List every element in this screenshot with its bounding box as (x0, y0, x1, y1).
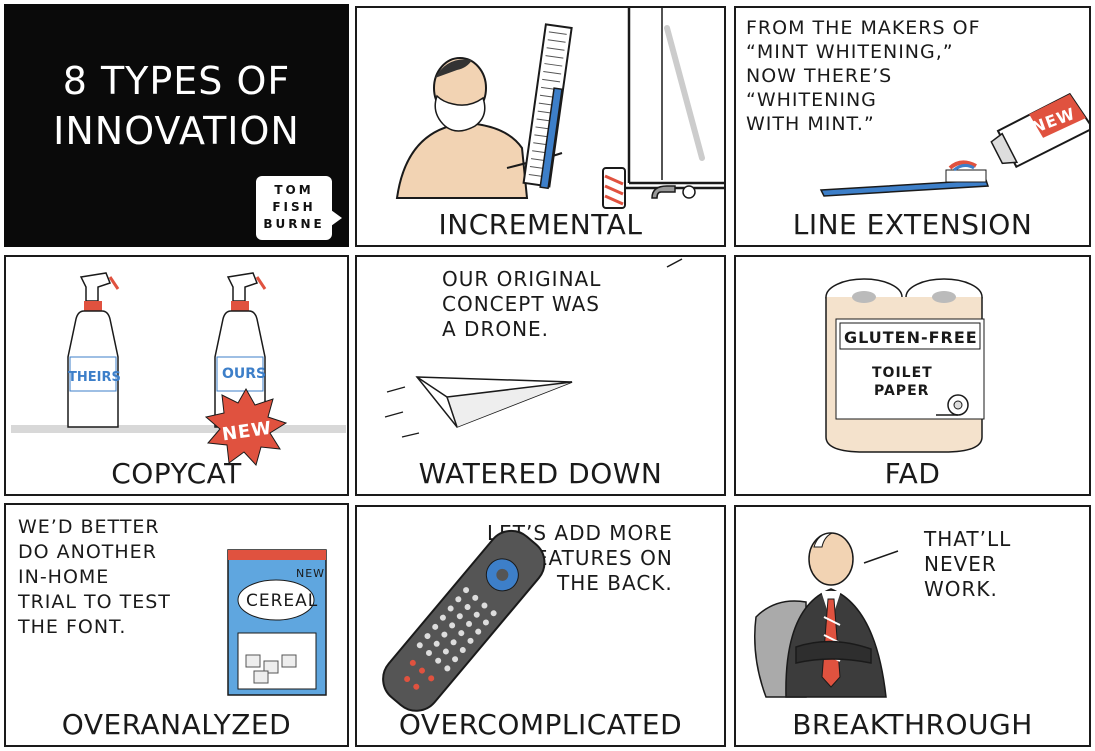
title-panel: 8 TYPES OF INNOVATION TOM FISH BURNE (4, 4, 349, 247)
panel-label: FAD (884, 457, 941, 490)
speech-tail (331, 210, 342, 226)
panel-label: BREAKTHROUGH (792, 708, 1033, 741)
comic-title: 8 TYPES OF INNOVATION (6, 56, 347, 156)
bottle-label-theirs: THEIRS (68, 370, 121, 385)
author-credit: TOM FISH BURNE (256, 176, 342, 240)
toilet-paper-illustration (825, 278, 985, 453)
speech-text: THAT’LL NEVER WORK. (924, 527, 1012, 601)
credit-line-1: TOM (274, 183, 314, 197)
executive-illustration (754, 532, 899, 698)
panel-overanalyzed: WE’D BETTER DO ANOTHER IN-HOME TRIAL TO … (4, 503, 349, 747)
panel-label: INCREMENTAL (438, 208, 643, 241)
panel-line-extension: FROM THE MAKERS OF “MINT WHITENING,” NOW… (734, 6, 1091, 247)
speech-text: OUR ORIGINAL CONCEPT WAS A DRONE. (442, 267, 602, 341)
caption-text: FROM THE MAKERS OF “MINT WHITENING,” NOW… (746, 17, 981, 135)
panel-incremental: INCREMENTAL (355, 6, 726, 247)
speech-text: WE’D BETTER DO ANOTHER IN-HOME TRIAL TO … (18, 516, 171, 638)
box-brand-text: CEREAL (246, 591, 319, 611)
panel-label: WATERED DOWN (418, 457, 663, 490)
panel-overcomplicated: LET’S ADD MORE FEATURES ON THE BACK. OVE… (355, 505, 726, 747)
bottle-label-ours: OURS (222, 366, 267, 382)
panel-label: COPYCAT (111, 457, 242, 490)
box-new-text: NEW (296, 567, 326, 580)
toothpaste-illustration (819, 92, 1089, 197)
remote-control-illustration (382, 529, 546, 712)
pack-sub-1: TOILET (872, 365, 933, 381)
credit-line-3: BURNE (263, 217, 325, 231)
credit-line-2: FISH (272, 200, 316, 214)
panel-fad: GLUTEN-FREE TOILET PAPER FAD (734, 255, 1091, 496)
copycat-illustration (11, 272, 346, 466)
panel-breakthrough: THAT’LL NEVER WORK. BREAKTHROUGH (734, 505, 1091, 747)
paper-plane-illustration (384, 258, 683, 438)
cereal-box-illustration (227, 549, 327, 696)
panel-watered-down: OUR ORIGINAL CONCEPT WAS A DRONE. WATERE… (355, 255, 726, 496)
panel-label: LINE EXTENSION (792, 208, 1033, 241)
panel-label: OVERANALYZED (61, 708, 292, 741)
pack-title: GLUTEN-FREE (844, 328, 978, 347)
title-line-2: INNOVATION (53, 109, 300, 153)
pack-sub-2: PAPER (874, 383, 930, 399)
incremental-illustration (395, 8, 724, 209)
panel-label: OVERCOMPLICATED (398, 708, 683, 741)
panel-copycat: THEIRS OURS NEW COPYCAT (4, 255, 349, 496)
title-line-1: 8 TYPES OF (62, 59, 291, 103)
